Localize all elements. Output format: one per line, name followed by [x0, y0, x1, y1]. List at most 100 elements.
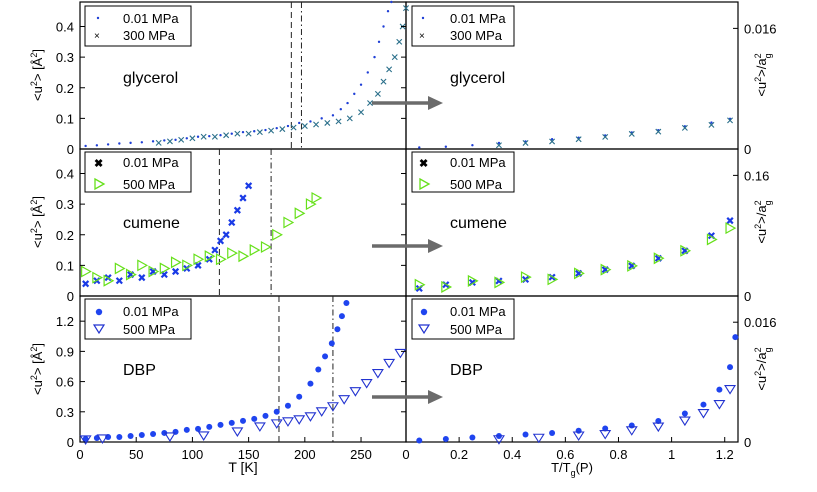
data-point	[334, 326, 341, 333]
data-point	[441, 280, 453, 293]
data-point	[253, 130, 256, 133]
data-point	[547, 273, 559, 286]
data-point	[382, 25, 385, 28]
x-tick-label: 100	[182, 447, 204, 462]
data-point	[245, 182, 253, 190]
y-axis-label-dbp: <u2> [Å2]	[29, 343, 45, 395]
data-point	[296, 393, 303, 400]
data-point	[275, 126, 278, 130]
data-point	[127, 432, 134, 439]
legend-dbp-T: 0.01 MPa 500 MPa	[84, 298, 192, 340]
data-point	[599, 429, 612, 440]
data-point	[628, 422, 635, 429]
substance-label-cumene-scaled: cumene	[450, 215, 507, 232]
data-point	[681, 410, 688, 417]
data-point	[138, 431, 145, 438]
data-point	[304, 412, 317, 422]
x-tick-label: 0.4	[503, 447, 521, 462]
data-point	[159, 262, 171, 275]
data-point	[383, 358, 396, 369]
data-point	[326, 402, 339, 412]
legend-label: 0.01 MPa	[450, 11, 506, 26]
data-point	[320, 117, 323, 120]
data-point	[170, 256, 182, 269]
y-axis-label-glycerol: <u2> [Å2]	[29, 49, 45, 101]
data-point	[262, 412, 269, 419]
data-point	[284, 402, 291, 409]
data-point	[228, 218, 236, 227]
y-tick-label: 0.2	[56, 81, 74, 96]
data-point	[286, 124, 290, 128]
legend-label: 0.01 MPa	[450, 304, 506, 319]
data-point	[260, 240, 272, 254]
legend-marker-xbold: ✖	[94, 158, 103, 170]
legend-marker-filled-circle	[420, 308, 428, 316]
data-point	[549, 138, 556, 145]
data-point	[268, 127, 275, 134]
data-point	[532, 433, 545, 444]
x-tick-label: 0.8	[609, 447, 627, 462]
data-point	[572, 431, 585, 442]
data-point	[343, 300, 350, 307]
data-point	[522, 431, 529, 438]
data-point	[469, 434, 476, 441]
y-tick-label: 0.1	[56, 111, 74, 126]
data-point	[215, 253, 227, 266]
data-point	[575, 136, 582, 143]
data-point	[549, 430, 556, 437]
data-point	[249, 244, 261, 257]
x-tick-label: 150	[238, 447, 260, 462]
data-point	[241, 130, 245, 134]
legend-marker-filled-circle	[95, 308, 103, 316]
data-point	[710, 121, 713, 124]
data-point	[331, 114, 335, 117]
legend-marker-cross: ×	[94, 31, 100, 42]
legend-label: 500 MPa	[450, 177, 503, 192]
data-point	[84, 144, 87, 148]
data-point	[217, 421, 224, 428]
data-point	[403, 5, 409, 12]
data-point	[114, 262, 126, 275]
data-point	[137, 259, 149, 272]
y-tick-label: 0	[67, 435, 74, 450]
data-point	[251, 415, 258, 422]
data-point	[625, 426, 638, 436]
data-point	[96, 434, 109, 445]
data-point	[471, 144, 474, 147]
svg-text:<u2> [Å2]: <u2> [Å2]	[29, 196, 45, 248]
legend-glycerol-T: 0.01 MPa × 300 MPa	[84, 5, 192, 47]
data-point	[708, 121, 715, 128]
data-point	[227, 247, 238, 260]
y-tick-label: 0.016	[744, 21, 777, 36]
x-tick-label: 1	[668, 447, 675, 462]
data-point	[349, 387, 362, 397]
data-point	[328, 340, 335, 347]
data-point	[391, 54, 398, 61]
data-point	[233, 206, 241, 214]
substance-label-dbp: DBP	[123, 362, 156, 379]
legend-marker-xbold: ✖	[419, 158, 428, 170]
panel-frame-dbp-scaled	[405, 295, 739, 443]
data-point	[238, 250, 250, 263]
svg-text:<u2>/a2g: <u2>/a2g	[753, 347, 773, 390]
data-point	[522, 139, 529, 146]
data-point	[264, 128, 267, 132]
data-point	[338, 313, 345, 320]
data-point	[293, 415, 306, 425]
data-point	[272, 228, 283, 241]
y-tick-label: 0	[744, 435, 751, 450]
x-tick-label: 0.6	[556, 447, 574, 462]
data-point	[335, 118, 342, 125]
data-point	[655, 128, 662, 135]
data-point	[322, 353, 329, 360]
svg-text:<u2>/a2g: <u2>/a2g	[753, 53, 773, 96]
data-point	[680, 244, 692, 257]
data-point	[196, 135, 200, 138]
svg-text:<u2>/a2g: <u2>/a2g	[753, 200, 773, 243]
y-tick-label: 0.2	[56, 228, 74, 243]
data-point	[311, 191, 323, 205]
legend-marker-cross: ×	[419, 31, 425, 42]
data-point	[495, 142, 502, 149]
data-point	[732, 334, 739, 341]
